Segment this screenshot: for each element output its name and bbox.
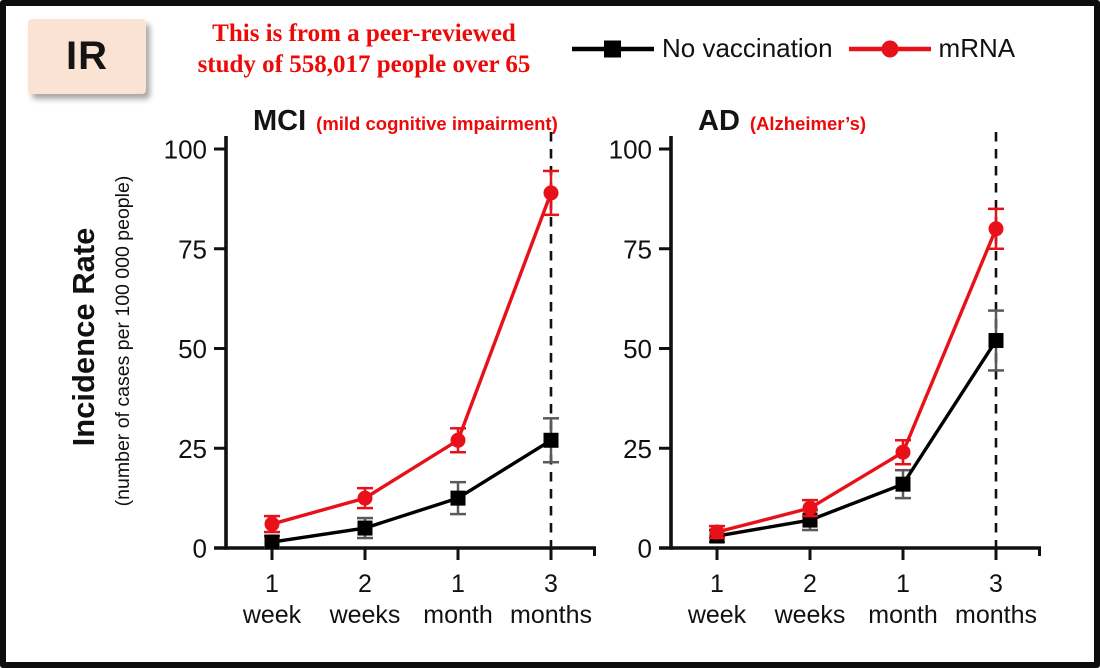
series-line (271, 438, 552, 544)
data-point (802, 500, 818, 516)
ad-title-text: AD (698, 105, 740, 137)
series-line (716, 339, 998, 538)
data-point (264, 516, 280, 532)
x-tick-label-unit: week (242, 601, 302, 629)
x-tick-label-unit: month (868, 601, 937, 629)
x-tick-label-unit: months (955, 601, 1037, 629)
x-tick-label-number: 2 (358, 570, 372, 598)
annotation-line-2: study of 558,017 people over 65 (197, 51, 531, 78)
x-tick-label-unit: weeks (329, 601, 401, 629)
legend-item-mrna: mRNA (848, 33, 1016, 64)
ir-badge-label: IR (66, 34, 108, 78)
data-point (543, 185, 559, 201)
series-line (716, 228, 998, 534)
y-tick-label: 100 (164, 135, 207, 165)
y-tick-label: 0 (638, 534, 652, 564)
x-tick-label-number: 1 (451, 570, 465, 598)
data-point (709, 524, 725, 540)
data-point (895, 476, 911, 492)
legend-marker (604, 40, 621, 57)
mrna-line-marker-icon (848, 40, 931, 57)
x-tick-label-unit: weeks (774, 601, 846, 629)
legend-item-no-vaccination: No vaccination (572, 33, 833, 64)
data-point (264, 534, 280, 550)
y-tick-label: 0 (193, 534, 207, 564)
mci-subtitle-text: (mild cognitive impairment) (316, 113, 558, 134)
series-mrna (709, 207, 1004, 540)
y-axis-title: Incidence Rate (66, 227, 101, 447)
x-tick-label-number: 3 (989, 570, 1003, 598)
series-line (271, 192, 553, 526)
data-point (988, 221, 1004, 237)
legend-label-no-vaccination: No vaccination (662, 33, 833, 63)
y-tick-label: 100 (609, 135, 652, 165)
ad-subtitle-text: (Alzheimer’s) (749, 113, 867, 134)
x-tick-label-number: 3 (544, 570, 558, 598)
data-point (357, 520, 373, 536)
legend-label-mrna: mRNA (938, 33, 1016, 63)
x-tick-label-unit: month (423, 601, 492, 629)
data-point (988, 333, 1004, 349)
y-tick-label: 75 (178, 234, 207, 264)
y-tick-label: 75 (623, 234, 652, 264)
annotation-line-1: This is from a peer-reviewed (212, 20, 516, 47)
x-tick-label-number: 1 (710, 570, 724, 598)
x-tick-label-number: 2 (803, 570, 817, 598)
data-point (543, 432, 559, 448)
x-tick-label-unit: months (510, 601, 592, 629)
y-tick-label: 25 (178, 434, 207, 464)
no-vaccination-line-marker-icon (572, 40, 654, 57)
x-tick-label-unit: week (687, 601, 747, 629)
series-no-vaccination (709, 309, 1004, 544)
x-tick-label-number: 1 (265, 570, 279, 598)
mci-chart: 0 25 50 75 100 1 week 2 weeks 1 month 3 months (164, 132, 596, 629)
y-axis-subtitle: (number of cases per 100 000 people) (112, 175, 134, 507)
series-no-vaccination (264, 417, 559, 550)
data-point (450, 490, 466, 506)
mci-title-text: MCI (253, 105, 307, 137)
y-tick-label: 50 (623, 334, 652, 364)
x-tick-label-number: 1 (896, 570, 910, 598)
legend: No vaccination mRNA (572, 33, 1015, 64)
series-mrna (264, 169, 559, 534)
y-tick-label: 25 (623, 434, 652, 464)
mci-chart-title: MCI (mild cognitive impairment) (253, 105, 558, 138)
ad-chart-title: AD (Alzheimer’s) (698, 105, 866, 138)
y-tick-label: 50 (178, 334, 207, 364)
ir-badge: IR (28, 19, 146, 94)
data-point (895, 444, 911, 460)
data-point (450, 432, 466, 448)
ad-chart: 0 25 50 75 100 1 week 2 weeks 1 month 3 months (609, 132, 1041, 629)
annotation-text: This is from a peer-reviewed study of 55… (164, 18, 564, 80)
data-point (357, 490, 373, 506)
legend-marker (881, 40, 899, 57)
